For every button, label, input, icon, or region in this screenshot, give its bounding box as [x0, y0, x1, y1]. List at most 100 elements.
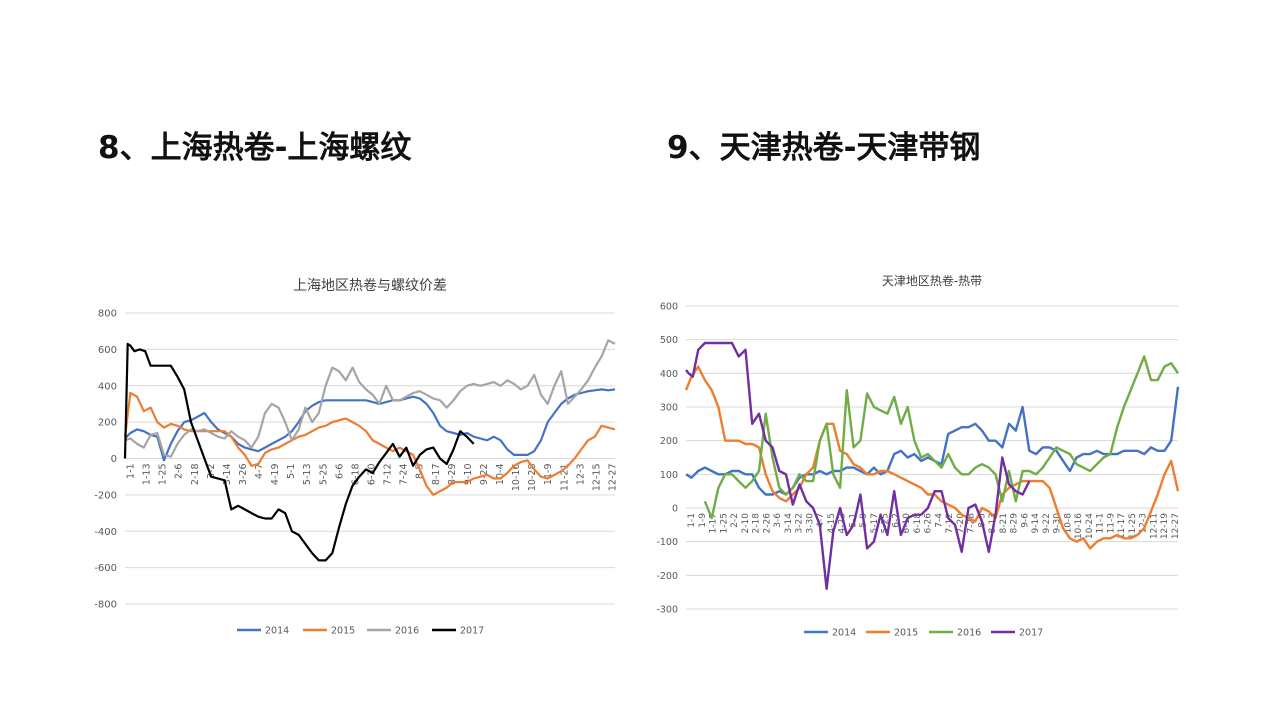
x-tick-label: 6-26 — [924, 513, 934, 534]
x-tick-label: 12-11 — [1149, 513, 1159, 539]
x-tick-label: 5-13 — [302, 464, 313, 486]
x-tick-label: 11-21 — [559, 464, 570, 492]
y-tick-label: -600 — [94, 563, 117, 574]
x-tick-label: 11-25 — [1128, 513, 1138, 539]
x-tick-label: 8-29 — [447, 464, 458, 486]
x-tick-label: 1-25 — [158, 464, 169, 486]
x-tick-label: 5-25 — [318, 464, 329, 486]
x-tick-label: 6-18 — [350, 464, 361, 486]
x-tick-label: 5-17 — [870, 513, 880, 533]
x-tick-label: 9-30 — [1053, 513, 1063, 534]
x-tick-label: 12-27 — [1171, 513, 1181, 539]
series-line-2015 — [684, 365, 1180, 550]
x-tick-label: 10-16 — [1074, 513, 1084, 539]
x-tick-label: 3-30 — [805, 513, 815, 534]
x-tick-label: 4-7 — [816, 513, 826, 528]
y-tick-label: 600 — [98, 345, 117, 356]
legend-label: 2015 — [331, 626, 355, 637]
x-tick-label: 4-7 — [254, 464, 265, 480]
series-line-2017 — [123, 342, 475, 562]
series-line-2014 — [124, 388, 616, 462]
x-tick-label: 7-20 — [956, 513, 966, 534]
y-tick-label: -100 — [656, 537, 678, 548]
y-tick-label: 800 — [98, 309, 117, 320]
x-tick-label: 2-6 — [174, 464, 185, 480]
chart-title: 上海地区热卷与螺纹价差 — [293, 278, 447, 294]
shanghai-chart: 上海地区热卷与螺纹价差 800 600 400 200 0 -200 -400 -600 -800… — [94, 278, 618, 637]
x-tick-label: 8-21 — [999, 513, 1009, 533]
x-tick-label: 2-18 — [752, 513, 762, 534]
y-tick-label: 400 — [660, 369, 678, 380]
x-tick-label: 3-14 — [222, 464, 233, 486]
x-tick-label: 1-1 — [687, 513, 697, 528]
x-tick-label: 3-22 — [795, 513, 805, 533]
x-tick-label: 5-1 — [286, 464, 297, 480]
x-tick-label: 10-28 — [527, 464, 538, 492]
x-tick-label: 7-24 — [399, 464, 410, 486]
x-tick-label: 7-12 — [383, 464, 394, 486]
x-tick-label: 12-27 — [608, 464, 619, 492]
chart-title: 天津地区热卷-热带 — [882, 273, 982, 288]
x-tick-label: 9-10 — [463, 464, 474, 486]
x-tick-label: 12-3 — [1139, 513, 1149, 533]
slide-heading-right: 9、天津热卷-天津带钢 — [667, 130, 981, 166]
y-tick-label: 600 — [660, 302, 678, 313]
x-tick-label: 12-19 — [1160, 513, 1170, 539]
series-line-2014 — [685, 386, 1180, 496]
x-tick-label: 6-30 — [367, 464, 378, 486]
x-tick-label: 1-13 — [142, 464, 153, 486]
x-tick-label: 6-10 — [902, 513, 912, 534]
y-tick-label: 200 — [660, 436, 678, 447]
y-tick-label: 0 — [672, 504, 678, 515]
x-tick-label: 11-9 — [543, 464, 554, 486]
legend-label: 2015 — [894, 628, 918, 639]
x-tick-label: 5-1 — [848, 513, 858, 528]
x-tick-label: 10-4 — [495, 464, 506, 486]
x-tick-label: 3-26 — [238, 464, 249, 486]
y-tick-label: -300 — [656, 605, 678, 616]
x-tick-label: 1-17 — [709, 513, 719, 533]
y-tick-label: -800 — [94, 600, 117, 611]
series-line-2017 — [685, 341, 1031, 590]
y-tick-label: 0 — [111, 454, 117, 465]
x-tick-label: 11-17 — [1117, 513, 1127, 539]
series-line-2016 — [703, 355, 1179, 520]
x-tick-label: 9-22 — [479, 464, 490, 486]
y-tick-label: -400 — [94, 527, 117, 538]
slide-heading-left: 8、上海热卷-上海螺纹 — [98, 130, 412, 166]
series-line-2016 — [124, 339, 616, 458]
x-tick-label: 4-23 — [838, 513, 848, 533]
legend-label: 2014 — [832, 628, 856, 639]
x-tick-label: 6-2 — [891, 513, 901, 528]
x-tick-label: 9-22 — [1042, 513, 1052, 533]
x-tick-label: 4-15 — [827, 513, 837, 533]
x-tick-label: 5-25 — [881, 513, 891, 533]
x-tick-label: 8-17 — [431, 464, 442, 486]
tianjin-chart: 天津地区热卷-热带 600 500 400 300 200 100 0 -100 -200 -300… — [656, 273, 1181, 639]
x-tick-label: 10-24 — [1085, 513, 1095, 539]
x-tick-label: 7-12 — [945, 513, 955, 533]
x-tick-label: 3-2 — [206, 464, 217, 480]
x-tick-label: 12-15 — [591, 464, 602, 492]
x-tick-label: 2-18 — [190, 464, 201, 486]
x-tick-label: 4-19 — [270, 464, 281, 486]
y-tick-label: 100 — [660, 470, 678, 481]
x-tick-label: 6-18 — [913, 513, 923, 534]
x-tick-label: 11-9 — [1106, 513, 1116, 534]
x-tick-label: 9-6 — [1020, 513, 1030, 528]
x-tick-label: 3-6 — [773, 513, 783, 528]
x-tick-label: 8-29 — [1010, 513, 1020, 534]
y-tick-label: 500 — [660, 335, 678, 346]
x-tick-label: 2-10 — [741, 513, 751, 534]
y-tick-label: 300 — [660, 403, 678, 414]
y-tick-label: 200 — [98, 418, 117, 429]
x-tick-label: 7-28 — [967, 513, 977, 534]
y-tick-label: -200 — [94, 490, 117, 501]
x-tick-label: 10-16 — [511, 464, 522, 492]
x-tick-label: 11-1 — [1096, 513, 1106, 533]
x-tick-label: 3-14 — [784, 513, 794, 534]
x-tick-label: 1-9 — [698, 513, 708, 528]
x-tick-label: 10-8 — [1063, 513, 1073, 534]
y-tick-label: 400 — [98, 381, 117, 392]
